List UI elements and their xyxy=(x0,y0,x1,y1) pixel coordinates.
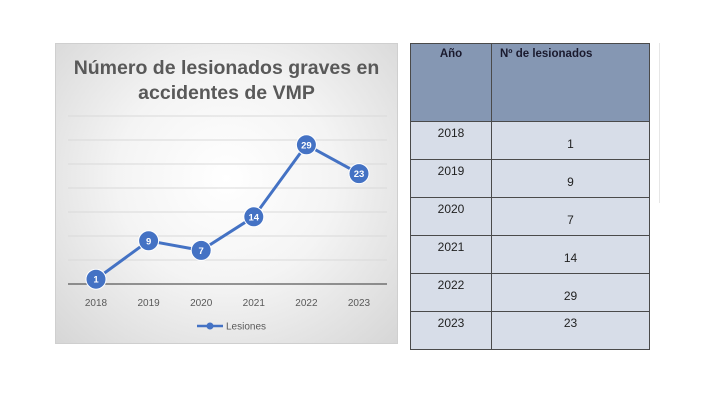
cell-year: 2021 xyxy=(410,235,492,274)
table-row: 2021 14 xyxy=(410,235,650,274)
cell-year: 2023 xyxy=(410,311,492,350)
x-tick-label: 2023 xyxy=(348,298,371,309)
data-point xyxy=(295,134,317,156)
table-header-row: Año Nº de lesionados xyxy=(410,43,650,122)
chart-title: Número de lesionados graves en accidente… xyxy=(73,57,380,104)
x-tick-label: 2021 xyxy=(243,298,266,309)
chart-panel: Número de lesionados graves en accidente… xyxy=(55,43,398,344)
cell-year: 2022 xyxy=(410,273,492,312)
x-tick-label: 2020 xyxy=(190,298,213,309)
x-tick-label: 2022 xyxy=(295,298,318,309)
cell-year: 2019 xyxy=(410,159,492,198)
cell-year: 2018 xyxy=(410,121,492,160)
data-point xyxy=(85,268,107,290)
cell-value: 29 xyxy=(491,273,650,312)
legend: Lesiones xyxy=(197,322,266,333)
cell-year: 2020 xyxy=(410,197,492,236)
cell-value: 9 xyxy=(491,159,650,198)
data-label: 1 xyxy=(93,275,99,286)
data-point xyxy=(138,230,160,252)
line-chart: 1 9 7 14 29 23 2018 2019 2020 2021 2022 2023 Lesio… xyxy=(68,115,387,333)
grid-lines xyxy=(68,115,387,261)
data-label: 14 xyxy=(249,212,260,223)
table-row: 2023 23 xyxy=(410,311,650,350)
cell-value: 14 xyxy=(491,235,650,274)
data-label: 29 xyxy=(301,140,312,151)
legend-label: Lesiones xyxy=(226,322,266,333)
x-tick-label: 2019 xyxy=(137,298,160,309)
data-label: 9 xyxy=(146,236,151,247)
data-table: Año Nº de lesionados 2018 1 2019 9 2020 … xyxy=(410,43,650,350)
data-point xyxy=(348,163,370,185)
data-label: 7 xyxy=(199,246,204,257)
data-point xyxy=(243,206,265,228)
table-row: 2022 29 xyxy=(410,273,650,312)
table-row: 2020 7 xyxy=(410,197,650,236)
divider xyxy=(659,43,660,203)
x-tick-labels: 2018 2019 2020 2021 2022 2023 xyxy=(85,298,371,309)
data-point xyxy=(190,239,212,261)
header-year: Año xyxy=(410,43,492,122)
cell-value: 1 xyxy=(491,121,650,160)
cell-value: 23 xyxy=(491,311,650,350)
header-count: Nº de lesionados xyxy=(491,43,650,122)
data-label: 23 xyxy=(354,169,365,180)
x-tick-label: 2018 xyxy=(85,298,108,309)
table-row: 2019 9 xyxy=(410,159,650,198)
data-markers: 1 9 7 14 29 23 xyxy=(85,134,370,290)
table-row: 2018 1 xyxy=(410,121,650,160)
legend-marker-icon xyxy=(206,322,214,330)
cell-value: 7 xyxy=(491,197,650,236)
